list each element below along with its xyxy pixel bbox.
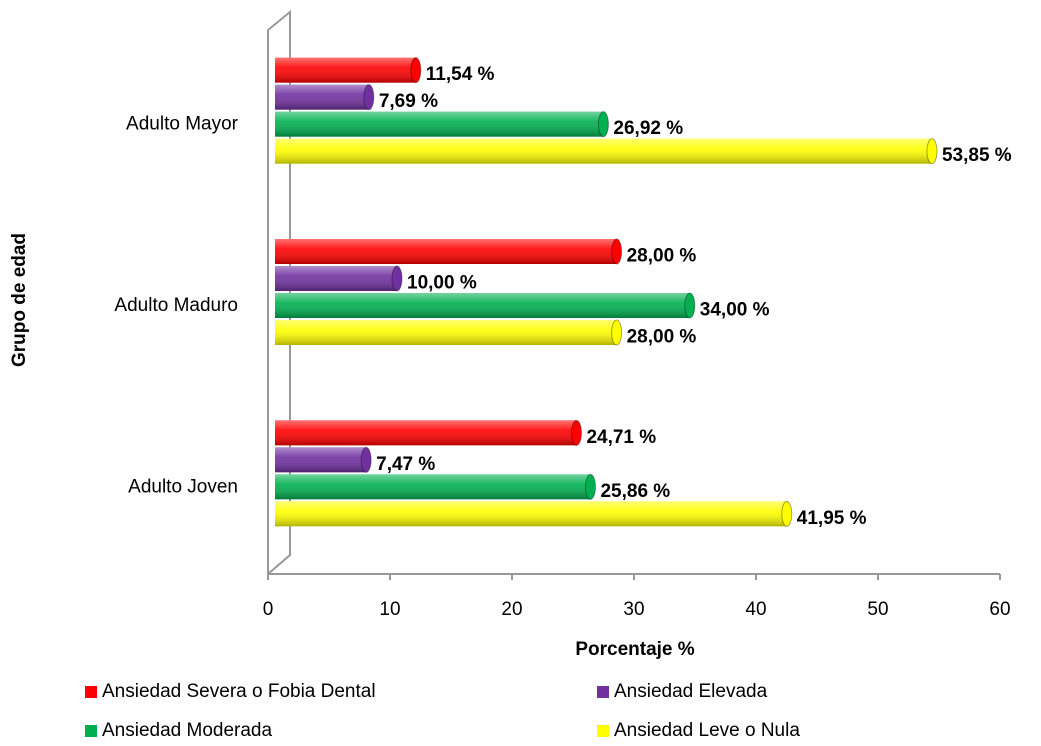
bar-cap: [597, 111, 609, 138]
x-tick-label: 40: [745, 599, 766, 620]
value-label: 25,86 %: [600, 481, 670, 502]
value-label: 28,00 %: [627, 246, 697, 267]
bar: [275, 84, 375, 111]
bar: [275, 138, 938, 165]
legend-swatch: [597, 686, 609, 698]
value-label: 26,92 %: [613, 118, 683, 139]
bar-shade: [275, 266, 397, 291]
bar: [275, 238, 623, 265]
bar-shade: [275, 293, 690, 318]
x-axis-title: Porcentaje %: [575, 639, 694, 660]
x-tick-label: 30: [623, 599, 644, 620]
value-label: 28,00 %: [627, 327, 697, 348]
bar: [275, 57, 422, 84]
x-tick-label: 0: [263, 599, 274, 620]
bar-shade: [275, 447, 367, 473]
legend-label: Ansiedad Moderada: [102, 720, 272, 741]
value-label: 10,00 %: [407, 273, 477, 294]
bar-shade: [275, 320, 617, 345]
y-axis-title: Grupo de edad: [9, 233, 30, 367]
bar-cap: [926, 138, 938, 165]
bar: [275, 111, 609, 138]
x-tick-label: 50: [867, 599, 888, 620]
bar: [275, 265, 403, 292]
bar-cap: [611, 319, 623, 346]
x-tick-label: 10: [379, 599, 400, 620]
legend-swatch: [85, 725, 97, 737]
value-label: 11,54 %: [426, 64, 495, 85]
bar: [275, 292, 696, 319]
value-label: 41,95 %: [797, 508, 867, 529]
bar-cap: [410, 57, 422, 84]
bar: [275, 500, 793, 527]
bar-shade: [275, 138, 932, 164]
bar-cap: [781, 500, 793, 527]
y-tick-label: Adulto Mayor: [126, 114, 239, 135]
bar-shade: [275, 57, 416, 83]
bar-cap: [363, 84, 375, 111]
bar-shade: [275, 420, 577, 446]
legend-swatch: [597, 725, 609, 737]
bar: [275, 446, 372, 473]
bar-shade: [275, 239, 617, 264]
bar-shade: [275, 84, 369, 110]
bar-shade: [275, 501, 787, 527]
x-tick-label: 20: [501, 599, 522, 620]
bar-cap: [570, 419, 582, 446]
value-label: 34,00 %: [700, 300, 770, 321]
y-tick-label: Adulto Joven: [128, 476, 238, 497]
bar-cap: [684, 292, 696, 319]
value-label: 7,69 %: [379, 91, 438, 112]
bar-cap: [360, 446, 372, 473]
bar-cap: [611, 238, 623, 265]
value-label: 7,47 %: [376, 454, 435, 475]
y-tick-label: Adulto Maduro: [114, 295, 238, 316]
bar-cap: [584, 473, 596, 500]
bar: [275, 473, 596, 500]
value-label: 53,85 %: [942, 145, 1012, 166]
value-label: 24,71 %: [586, 427, 656, 448]
legend-swatch: [85, 686, 97, 698]
legend-label: Ansiedad Severa o Fobia Dental: [102, 681, 376, 702]
bar: [275, 419, 582, 446]
legend-label: Ansiedad Leve o Nula: [614, 720, 800, 741]
x-tick-label: 60: [989, 599, 1010, 620]
bar-shade: [275, 111, 604, 137]
legend-label: Ansiedad Elevada: [614, 681, 768, 702]
bar: [275, 319, 623, 346]
bar-cap: [391, 265, 403, 292]
bar-shade: [275, 474, 591, 500]
